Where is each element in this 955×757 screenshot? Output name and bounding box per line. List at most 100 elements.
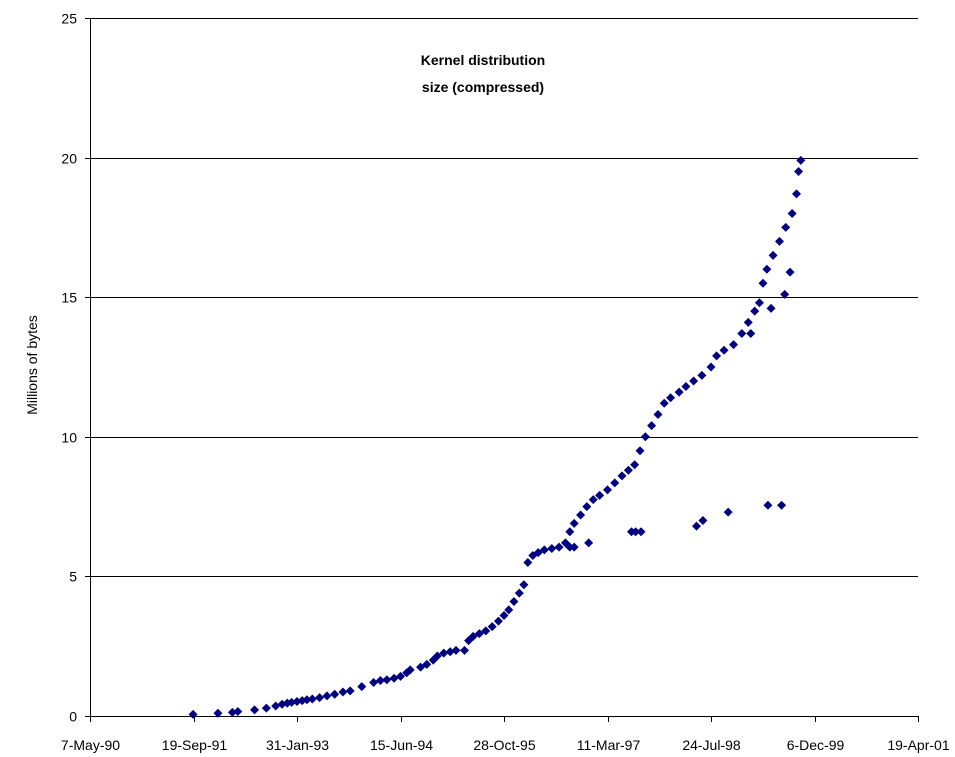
data-point	[533, 548, 543, 558]
x-tick-label: 19-Apr-01	[887, 737, 949, 753]
data-point	[188, 709, 198, 719]
data-point	[647, 421, 657, 431]
data-point	[603, 485, 612, 495]
x-tick-label: 24-Jul-98	[682, 737, 741, 753]
data-point	[509, 597, 519, 607]
data-point	[723, 507, 733, 517]
data-point	[636, 527, 646, 537]
data-point	[674, 387, 684, 397]
chart-title-line-2: size (compressed)	[422, 79, 544, 95]
x-tick-label: 28-Oct-95	[473, 737, 535, 753]
data-point	[766, 303, 776, 313]
y-tick-label: 10	[61, 430, 77, 446]
data-point	[750, 306, 760, 316]
data-point	[233, 707, 243, 717]
data-point	[729, 340, 739, 350]
data-point	[474, 629, 484, 639]
data-point	[422, 659, 432, 669]
data-point	[345, 686, 355, 696]
y-tick-label: 0	[69, 709, 77, 725]
data-point	[595, 490, 605, 500]
data-point	[617, 471, 627, 481]
data-point	[775, 236, 785, 246]
data-point	[630, 460, 640, 470]
data-point	[357, 682, 367, 692]
data-point	[743, 317, 753, 327]
data-point	[681, 382, 691, 392]
y-tick-label: 25	[61, 11, 77, 27]
data-point	[523, 557, 533, 567]
data-point	[712, 351, 722, 361]
data-point	[794, 167, 804, 177]
data-point	[250, 705, 260, 715]
data-point	[261, 703, 271, 713]
data-point	[569, 542, 579, 552]
data-point	[287, 697, 297, 707]
chart-title-line-1: Kernel distribution	[421, 52, 545, 68]
labels-layer: 0 5 10 15 20 25 7-May-90 19-Sep-91 31-Jan-93 15-J…	[61, 11, 950, 754]
data-point	[689, 376, 699, 386]
data-point	[777, 500, 787, 510]
data-point	[227, 707, 237, 717]
data-point	[659, 398, 669, 408]
data-point	[499, 610, 509, 620]
data-point	[787, 208, 797, 218]
data-point	[635, 446, 645, 456]
data-point	[584, 538, 594, 548]
data-point	[582, 502, 592, 512]
data-point	[338, 687, 348, 697]
data-point	[519, 580, 529, 590]
data-point	[416, 662, 426, 672]
data-point	[719, 345, 729, 355]
axes-layer	[85, 18, 919, 722]
data-point	[315, 693, 325, 703]
data-point	[791, 189, 801, 199]
data-point	[653, 409, 663, 419]
data-point	[697, 370, 707, 380]
data-point	[762, 264, 772, 274]
data-point	[375, 676, 385, 686]
data-point	[487, 622, 497, 632]
data-point	[451, 645, 461, 655]
data-point	[640, 432, 650, 442]
data-point	[396, 671, 405, 681]
data-point	[302, 695, 312, 705]
data-point	[493, 616, 503, 626]
data-point	[610, 478, 620, 488]
points-layer	[188, 155, 806, 719]
x-tick-label: 15-Jun-94	[370, 737, 433, 753]
data-point	[768, 250, 778, 260]
data-point	[330, 689, 340, 699]
data-point	[547, 543, 557, 553]
data-point	[439, 648, 449, 658]
x-tick-label: 19-Sep-91	[162, 737, 228, 753]
data-point	[405, 665, 415, 675]
data-point	[382, 675, 392, 685]
data-point	[763, 500, 773, 510]
data-point	[554, 542, 564, 552]
data-point	[432, 651, 442, 661]
data-point	[758, 278, 768, 288]
data-point	[754, 298, 764, 308]
data-point	[468, 631, 478, 641]
data-point	[504, 605, 514, 615]
data-point	[514, 588, 524, 598]
data-point	[565, 527, 575, 537]
data-point	[746, 328, 756, 338]
x-tick-label: 6-Dec-99	[787, 737, 845, 753]
y-tick-label: 20	[61, 151, 77, 167]
data-point	[576, 510, 586, 520]
data-point	[785, 267, 795, 277]
data-point	[481, 626, 491, 636]
data-point	[369, 677, 379, 687]
data-point	[588, 495, 598, 505]
y-tick-label: 15	[61, 290, 77, 306]
data-point	[539, 545, 549, 555]
data-point	[698, 516, 708, 526]
x-tick-label: 11-Mar-97	[577, 737, 641, 753]
x-tick-label: 7-May-90	[61, 737, 120, 753]
data-point	[271, 701, 281, 711]
data-point	[796, 155, 806, 165]
data-point	[706, 362, 716, 372]
